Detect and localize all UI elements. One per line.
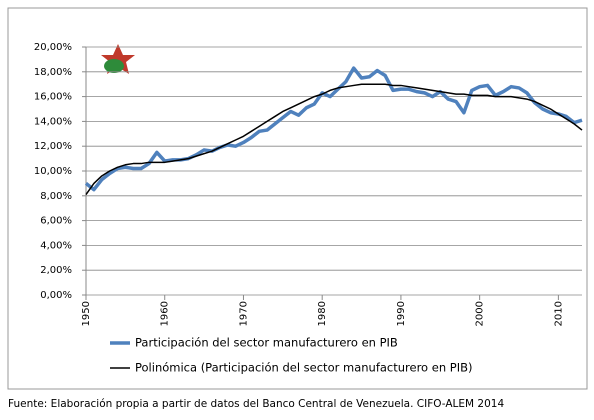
series-line	[84, 66, 583, 192]
logo	[101, 44, 135, 74]
y-tick-label: 6,00%	[40, 216, 72, 227]
x-tick-label: 1980	[317, 301, 328, 326]
y-tick-label: 8,00%	[40, 191, 72, 202]
x-tick-label: 2000	[475, 301, 486, 326]
y-tick-label: 12,00%	[34, 141, 72, 152]
series-line	[85, 83, 583, 195]
y-tick-label: 2,00%	[40, 265, 72, 276]
source-note: Fuente: Elaboración propia a partir de d…	[8, 398, 504, 410]
x-tick-label: 1960	[160, 301, 171, 326]
x-tick-label: 2010	[553, 301, 564, 326]
legend-label: Participación del sector manufacturero e…	[135, 336, 398, 350]
y-tick-label: 20,00%	[34, 42, 72, 53]
y-tick-label: 10,00%	[34, 166, 72, 177]
x-tick-label: 1990	[396, 301, 407, 326]
x-tick-label: 1950	[81, 301, 92, 326]
y-tick-label: 4,00%	[40, 240, 72, 251]
legend-label: Polinómica (Participación del sector man…	[135, 361, 472, 375]
y-tick-label: 18,00%	[34, 67, 72, 78]
x-tick-label: 1970	[238, 301, 249, 326]
y-tick-label: 16,00%	[34, 92, 72, 103]
chart-frame	[7, 7, 588, 390]
y-tick-label: 14,00%	[34, 116, 72, 127]
y-tick-label: 0,00%	[40, 290, 72, 301]
